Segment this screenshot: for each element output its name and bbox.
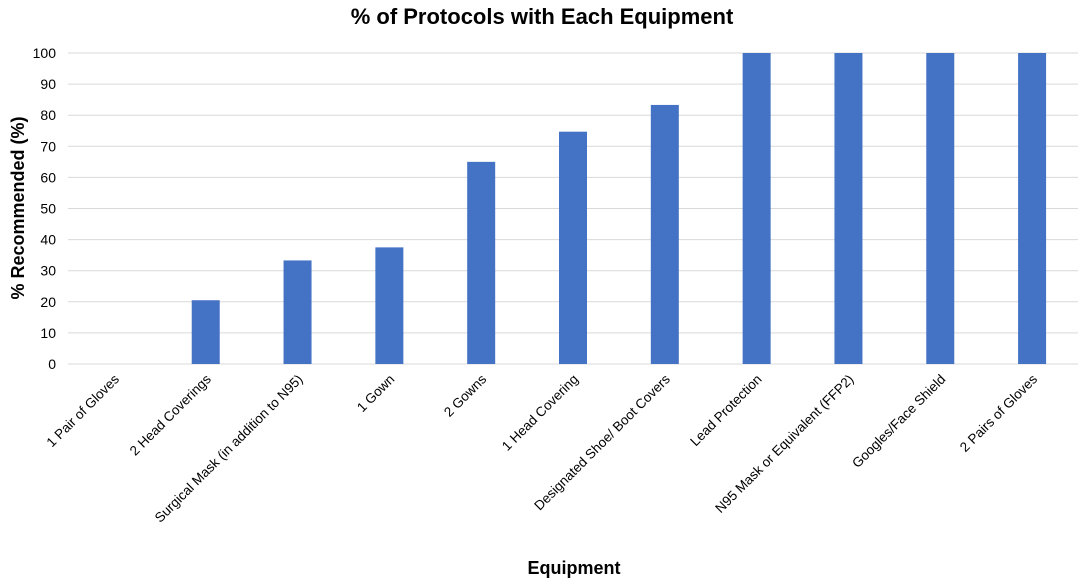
x-tick-label: 2 Head Coverings [127,371,214,458]
bar [467,161,496,364]
y-tick-label: 20 [40,294,56,310]
x-tick-label: Surgical Mask (in addition to N95) [152,372,306,526]
x-tick-label: 1 Head Covering [499,372,581,454]
y-tick-label: 0 [48,356,56,372]
bar [834,53,863,364]
y-tick-label: 40 [40,232,56,248]
x-tick-label: 2 Pairs of Gloves [957,371,1040,454]
chart-title: % of Protocols with Each Equipment [351,4,734,29]
y-tick-label: 60 [40,169,56,185]
x-tick-label: Googles/Face Shield [849,372,948,471]
bar [191,300,220,364]
bar [559,131,587,364]
y-axis-title: % Recommended (%) [8,116,28,299]
bar [283,260,312,364]
bar [650,104,679,364]
bar [1018,53,1047,364]
bar [742,53,771,364]
x-tick-label: 1 Gown [354,372,398,416]
x-axis-tick-labels: 1 Pair of Gloves 2 Head CoveringsSurgical… [44,371,1041,525]
x-axis-title: Equipment [528,558,621,578]
bars [191,53,1047,364]
bar [375,247,404,364]
bar [926,53,955,364]
y-tick-label: 80 [40,107,56,123]
y-tick-label: 50 [40,201,56,217]
y-tick-label: 70 [40,138,56,154]
y-tick-label: 100 [33,45,57,61]
y-tick-label: 90 [40,76,56,92]
y-axis-tick-labels: 0 10 20 30 40 50 60 70 80 90 100 [33,45,57,372]
x-tick-label: Lead Protection [687,372,764,449]
x-tick-label: 2 Gowns [441,371,489,419]
y-tick-label: 10 [40,325,56,341]
y-tick-label: 30 [40,263,56,279]
x-tick-label: 1 Pair of Gloves [44,371,123,450]
